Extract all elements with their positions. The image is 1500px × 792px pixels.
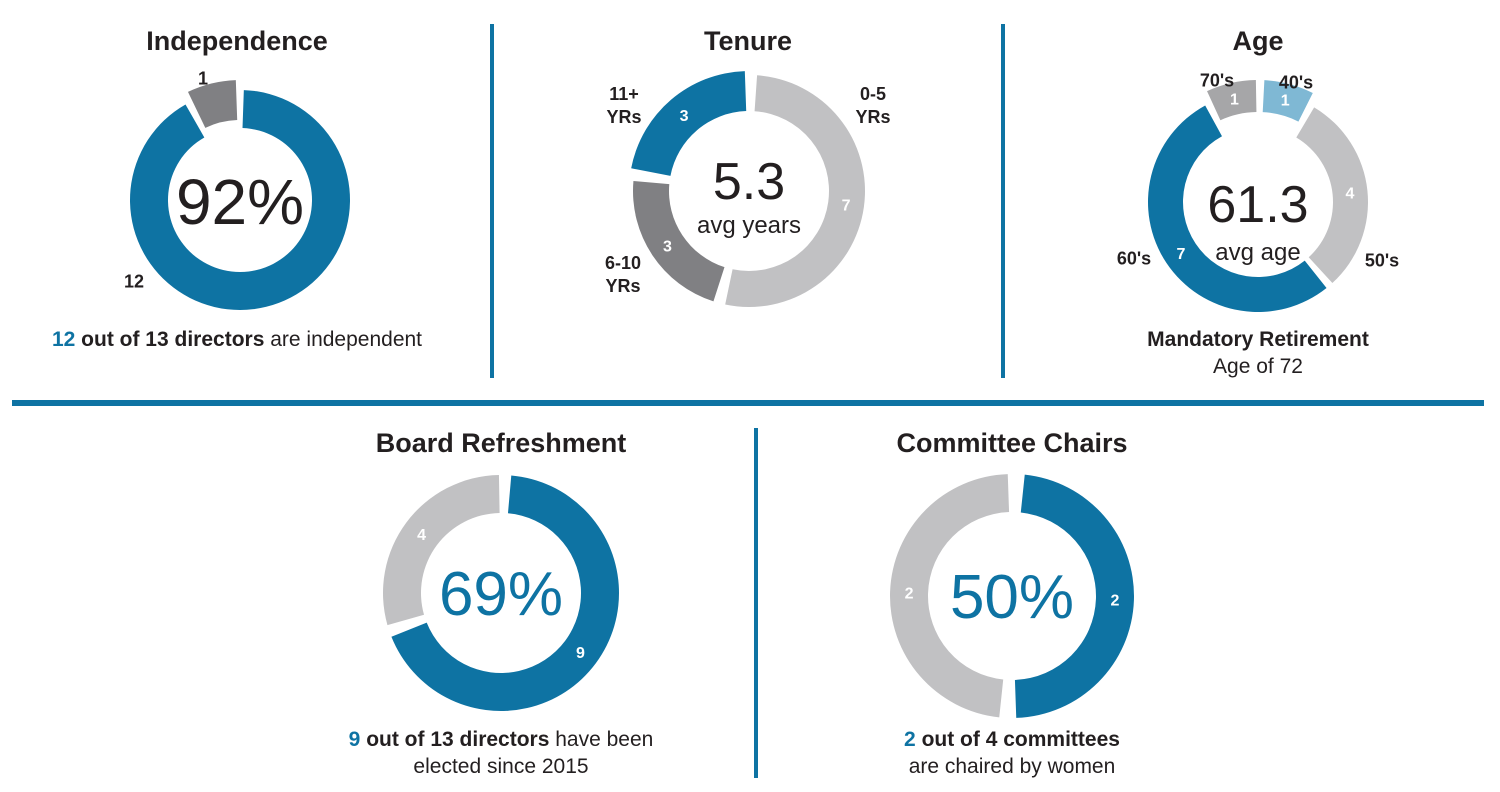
independence-caption: 12 out of 13 directors are independent — [52, 326, 422, 353]
chairs-donut: 22 50% — [890, 474, 1134, 718]
independence-label-12: 12 — [123, 271, 145, 292]
chairs-slice-0 — [1014, 474, 1134, 718]
age-label-40s: 40's — [1278, 72, 1314, 93]
age-slice-label-1: 4 — [1346, 185, 1355, 202]
independence-caption-bold: out of 13 directors — [81, 328, 265, 351]
age-donut: 1 4 7 1 61.3 avg age — [1148, 80, 1368, 312]
tenure-slice-label-2: 3 — [680, 108, 689, 125]
tenure-title: Tenure — [703, 26, 793, 56]
independence-slice-0 — [130, 90, 350, 311]
age-slice-1 — [1296, 107, 1368, 284]
independence-center: 92% — [176, 166, 304, 238]
age-slices: 1 4 7 1 — [1148, 80, 1368, 312]
refreshment-slice-0 — [391, 475, 619, 711]
age-slice-3 — [1207, 80, 1257, 121]
divider-1 — [490, 24, 494, 378]
tenure-label-11plus-line2: YRs — [606, 107, 642, 127]
chairs-slice-label-0: 2 — [1110, 593, 1119, 610]
refreshment-caption-line2: elected since 2015 — [413, 755, 589, 778]
independence-slice-1 — [187, 80, 238, 128]
refreshment-center: 69% — [439, 560, 563, 629]
age-label-60s: 60's — [1116, 248, 1152, 269]
age-caption-rest: Age of 72 — [1213, 355, 1303, 378]
age-slice-label-0: 1 — [1281, 93, 1290, 110]
age-slice-2 — [1148, 105, 1327, 312]
tenure-label-0-5-line1: 0-5 — [859, 84, 887, 104]
chairs-title: Committee Chairs — [896, 428, 1128, 458]
refreshment-slice-label-0: 9 — [576, 645, 585, 662]
chairs-caption: 2 out of 4 committees are chaired by wom… — [904, 726, 1120, 780]
independence-title: Independence — [146, 26, 328, 56]
tenure-center-unit: avg years — [697, 212, 801, 239]
tenure-label-11plus-line1: 11+ — [609, 84, 639, 104]
age-caption: Mandatory Retirement Age of 72 — [1147, 326, 1369, 380]
tenure-slice-label-0: 7 — [842, 198, 851, 215]
tenure-label-6-10-line2: YRs — [605, 276, 641, 296]
tenure-label-11plus: 11+ YRs — [606, 83, 641, 129]
refreshment-caption-number: 9 — [348, 728, 361, 751]
tenure-slice-1 — [633, 181, 725, 302]
tenure-label-6-10: 6-10 YRs — [605, 252, 641, 298]
divider-2 — [1001, 24, 1005, 378]
chairs-slice-label-1: 2 — [905, 585, 914, 602]
refreshment-title: Board Refreshment — [375, 428, 627, 458]
tenure-slice-0 — [725, 75, 865, 308]
tenure-donut: 7 3 3 5.3 avg years — [631, 71, 865, 308]
tenure-slices: 7 3 3 — [631, 71, 865, 308]
age-caption-bold: Mandatory Retirement — [1147, 328, 1369, 351]
age-slice-label-3: 1 — [1230, 92, 1239, 109]
divider-horizontal — [12, 400, 1484, 406]
independence-donut: 92% — [130, 80, 350, 311]
divider-3 — [754, 428, 758, 778]
refreshment-slice-1 — [383, 475, 500, 626]
independence-label-1: 1 — [197, 68, 209, 89]
tenure-center-value: 5.3 — [713, 153, 785, 211]
tenure-slice-label-1: 3 — [663, 238, 672, 255]
age-label-50s: 50's — [1364, 250, 1400, 271]
refreshment-slices: 94 — [383, 475, 619, 711]
chairs-slices: 22 — [890, 474, 1134, 718]
refreshment-slice-label-1: 4 — [417, 527, 426, 544]
independence-caption-number: 12 — [51, 328, 76, 351]
tenure-label-0-5-line2: YRs — [855, 107, 891, 127]
chairs-slice-1 — [890, 474, 1010, 718]
age-label-70s: 70's — [1199, 70, 1235, 91]
tenure-slice-2 — [631, 71, 747, 176]
chairs-center: 50% — [950, 563, 1074, 632]
tenure-label-6-10-line1: 6-10 — [604, 253, 642, 273]
refreshment-caption: 9 out of 13 directors have been elected … — [349, 726, 654, 780]
tenure-label-0-5: 0-5 YRs — [855, 83, 890, 129]
refreshment-donut: 94 69% — [383, 475, 619, 711]
age-title: Age — [1232, 26, 1284, 56]
independence-caption-rest: are independent — [270, 328, 423, 351]
age-center-unit: avg age — [1215, 239, 1300, 266]
age-slice-label-2: 7 — [1177, 246, 1186, 263]
chairs-caption-number: 2 — [904, 728, 916, 751]
age-slice-0 — [1262, 80, 1313, 122]
chairs-caption-bold: out of 4 committees — [921, 728, 1120, 751]
independence-slices — [130, 80, 350, 311]
chairs-caption-line2: are chaired by women — [908, 755, 1116, 778]
age-center-value: 61.3 — [1207, 176, 1308, 234]
refreshment-caption-bold: out of 13 directors — [366, 728, 550, 751]
refreshment-caption-rest: have been — [555, 728, 654, 751]
